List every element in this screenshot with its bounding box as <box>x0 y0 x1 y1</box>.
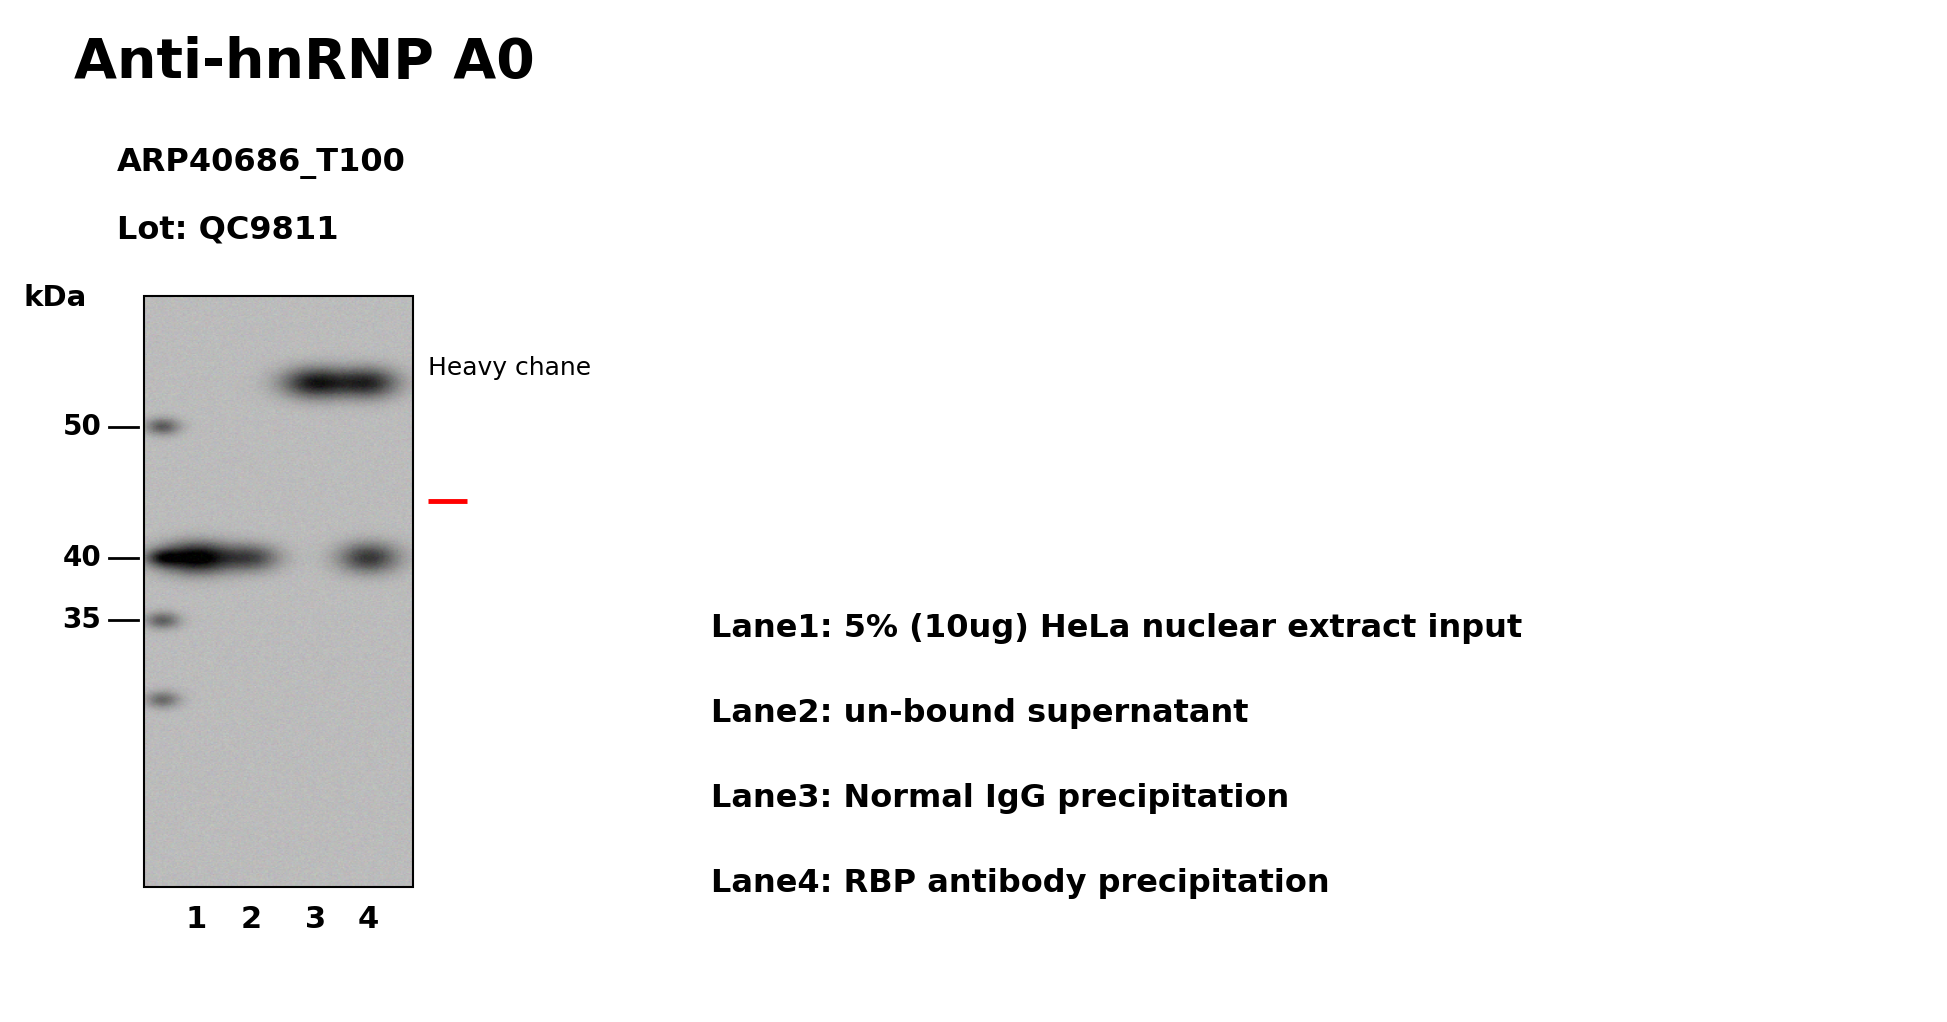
Text: Lane2: un-bound supernatant: Lane2: un-bound supernatant <box>711 698 1248 729</box>
Text: 2: 2 <box>241 905 263 934</box>
Text: kDa: kDa <box>23 284 86 312</box>
Text: Lane1: 5% (10ug) HeLa nuclear extract input: Lane1: 5% (10ug) HeLa nuclear extract in… <box>711 613 1523 644</box>
Text: Anti-hnRNP A0: Anti-hnRNP A0 <box>74 36 535 90</box>
Text: Lot: QC9811: Lot: QC9811 <box>117 215 339 245</box>
Text: 3: 3 <box>306 905 327 934</box>
Text: Lane3: Normal IgG precipitation: Lane3: Normal IgG precipitation <box>711 783 1289 814</box>
Text: 50: 50 <box>62 413 101 442</box>
Text: 1: 1 <box>185 905 206 934</box>
Text: 4: 4 <box>358 905 378 934</box>
Text: ARP40686_T100: ARP40686_T100 <box>117 148 405 179</box>
Text: Heavy chane: Heavy chane <box>428 356 592 380</box>
Text: 35: 35 <box>62 606 101 635</box>
Text: Lane4: RBP antibody precipitation: Lane4: RBP antibody precipitation <box>711 868 1330 898</box>
Text: 40: 40 <box>62 544 101 572</box>
